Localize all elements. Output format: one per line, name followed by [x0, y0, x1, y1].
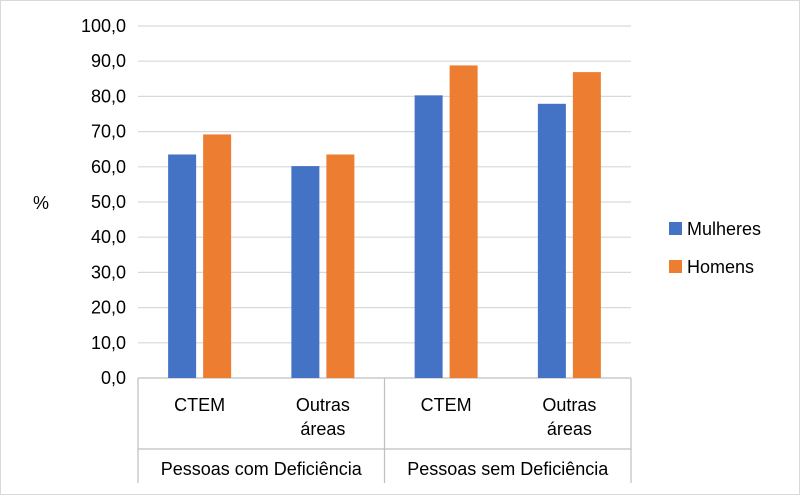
- legend-swatch-mulheres: [669, 222, 682, 235]
- bar-mulheres: [291, 166, 320, 378]
- y-tick-label: 100,0: [81, 16, 126, 36]
- y-tick-label: 70,0: [91, 122, 126, 142]
- legend-label: Mulheres: [687, 219, 761, 239]
- y-axis-label: %: [33, 193, 49, 213]
- bar-homens: [203, 134, 232, 378]
- legend-label: Homens: [687, 257, 754, 277]
- y-tick-label: 50,0: [91, 192, 126, 212]
- y-tick-label: 60,0: [91, 157, 126, 177]
- y-tick-label: 90,0: [91, 51, 126, 71]
- x-group-label: Pessoas sem Deficiência: [407, 459, 609, 479]
- x-category-label: CTEM: [421, 395, 472, 415]
- y-tick-label: 10,0: [91, 333, 126, 353]
- x-category-label: Outras áreas: [542, 395, 596, 439]
- bar-mulheres: [168, 154, 197, 378]
- x-category-label: Outras áreas: [296, 395, 350, 439]
- bar-mulheres: [414, 95, 443, 379]
- y-tick-label: 0,0: [101, 368, 126, 388]
- bar-homens: [449, 65, 478, 378]
- x-category-label: CTEM: [174, 395, 225, 415]
- x-group-label: Pessoas com Deficiência: [161, 459, 363, 479]
- bar-homens: [326, 154, 355, 378]
- y-tick-label: 40,0: [91, 227, 126, 247]
- y-tick-label: 80,0: [91, 86, 126, 106]
- y-tick-label: 20,0: [91, 298, 126, 318]
- bar-homens: [572, 72, 601, 378]
- y-tick-label: 30,0: [91, 262, 126, 282]
- bar-mulheres: [537, 103, 566, 379]
- legend-swatch-homens: [669, 260, 682, 273]
